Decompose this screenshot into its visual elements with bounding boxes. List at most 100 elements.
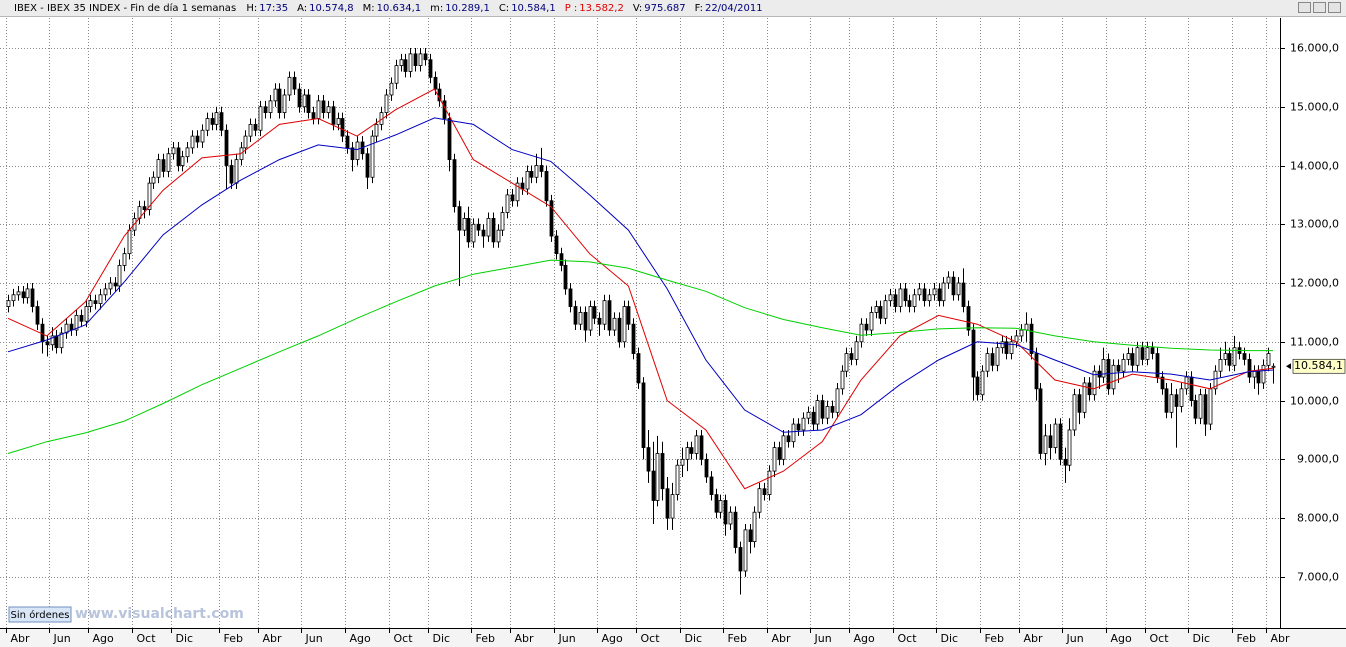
candle-body (975, 376, 980, 396)
candle-body (815, 400, 820, 425)
candle-body (835, 388, 840, 413)
candle-body (268, 100, 273, 114)
header-field: C: 10.584,1 (499, 3, 558, 14)
candle-body (1145, 347, 1150, 360)
candle-body (471, 223, 476, 243)
candle-body (103, 288, 108, 296)
candle-body (219, 112, 224, 131)
candle-body (781, 435, 786, 460)
candle-body (762, 488, 767, 495)
candle-body (1208, 388, 1213, 425)
x-tick-label: Ago (93, 632, 115, 645)
candle-body (655, 453, 660, 501)
header-field-label: m: (430, 3, 444, 14)
candle-body (1053, 423, 1058, 448)
header-field: P :13.582,2 (565, 3, 626, 14)
orders-button[interactable] (8, 606, 72, 623)
header-field-value: 22/04/2011 (704, 3, 763, 14)
candle-body (1155, 353, 1160, 378)
x-tick-label: Oct (394, 632, 414, 645)
candle-body (88, 300, 93, 307)
window-maximize[interactable] (1313, 2, 1326, 13)
candle-body (365, 153, 370, 178)
candle-body (1004, 341, 1009, 354)
x-tick-label: Oct (641, 632, 661, 645)
x-tick-label: Jun (305, 632, 323, 645)
candle-body (597, 317, 602, 325)
x-tick-label: Feb (1237, 632, 1256, 645)
candle-body (161, 159, 166, 172)
candle-body (108, 282, 113, 290)
candle-body (1087, 382, 1092, 396)
candle-body (660, 453, 665, 490)
candle-body (1213, 370, 1218, 390)
candle-body (423, 53, 428, 61)
y-tick-label: 16.000,0 (1290, 42, 1339, 55)
candle-body (1101, 359, 1106, 378)
x-tick-label: Ago (350, 632, 372, 645)
window-minimize[interactable] (1298, 2, 1311, 13)
candle-body (786, 435, 791, 443)
candle-body (476, 223, 481, 231)
candle-body (801, 417, 806, 431)
x-tick-label: Oct (137, 632, 157, 645)
header-field-value: 10.584,1 (511, 3, 556, 14)
candle-body (563, 265, 568, 290)
candle-body (210, 118, 215, 125)
candle-body (408, 53, 413, 72)
candle-body (345, 135, 350, 149)
candle-body (1034, 353, 1039, 390)
candle-body (370, 135, 375, 178)
candle-body (428, 59, 433, 78)
x-tick-label: Dic (1193, 632, 1211, 645)
y-tick-label: 13.000,0 (1290, 218, 1339, 231)
candle-body (568, 288, 573, 307)
candle-body (16, 291, 21, 296)
candle-body (166, 153, 171, 172)
candle-body (500, 212, 505, 231)
window-close[interactable] (1328, 2, 1341, 13)
candle-body (316, 100, 321, 119)
candle-body (980, 370, 985, 396)
x-tick-label: Ago (602, 632, 624, 645)
candle-body (54, 335, 59, 349)
candle-body (113, 282, 118, 287)
candle-body (224, 129, 229, 166)
candle-body (185, 147, 190, 158)
candle-body (496, 229, 501, 243)
candle-body (180, 156, 185, 166)
candle-body (573, 306, 578, 325)
candle-body (1135, 347, 1140, 366)
candle-body (607, 300, 612, 331)
candle-body (74, 314, 79, 331)
candle-body (1232, 347, 1237, 366)
candle-body (714, 494, 719, 513)
header-field-label: C: (498, 3, 510, 14)
header-field-label: F: (694, 3, 703, 14)
x-tick-label: Abr (263, 632, 283, 645)
header-field-value: 975.687 (644, 3, 686, 14)
candle-body (830, 406, 835, 413)
candle-body (258, 106, 263, 131)
candle-body (273, 88, 278, 102)
candle-body (796, 423, 801, 431)
candle-body (98, 294, 103, 305)
candle-body (263, 106, 268, 114)
candle-body (1024, 323, 1029, 331)
candle-body (1082, 382, 1087, 413)
y-tick-label: 11.000,0 (1290, 336, 1339, 349)
header-field-value: 10.634,1 (376, 3, 422, 14)
header-field-value: 13.582,2 (579, 3, 624, 14)
candle-body (777, 447, 782, 460)
candle-body (617, 317, 622, 343)
candle-body (389, 82, 394, 96)
candle-body (840, 370, 845, 390)
candle-body (306, 94, 311, 114)
x-tick-label: Ago (854, 632, 876, 645)
candle-body (1271, 365, 1276, 368)
candle-body (626, 306, 631, 325)
candle-body (869, 312, 874, 331)
orders-button-label: Sin órdenes (11, 609, 70, 621)
x-tick-label: Dic (433, 632, 451, 645)
